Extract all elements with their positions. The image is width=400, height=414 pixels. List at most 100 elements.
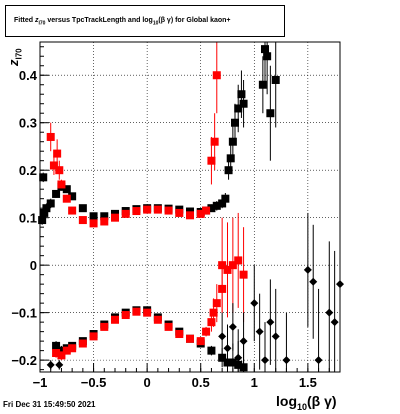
data-point-square — [143, 205, 152, 214]
data-point-diamond — [330, 318, 339, 327]
data-point-square — [62, 185, 71, 194]
data-point-square — [42, 204, 51, 213]
data-point-square — [266, 109, 275, 118]
data-point-square — [212, 299, 221, 308]
data-point-diamond — [271, 332, 280, 341]
data-point-square — [207, 318, 216, 327]
data-point-square — [57, 351, 66, 360]
data-point-diamond — [223, 344, 232, 353]
data-point-square — [57, 346, 66, 355]
data-point-diamond — [239, 337, 248, 346]
y-tick-label: 0.2 — [19, 163, 37, 178]
data-point-square — [202, 206, 211, 215]
data-point-square — [202, 327, 211, 336]
footer-timestamp: Fri Dec 31 15:49:50 2021 — [3, 400, 96, 409]
data-point-square — [111, 213, 119, 222]
data-point-square — [228, 358, 237, 367]
data-point-square — [62, 194, 71, 203]
data-point-diamond — [266, 318, 275, 327]
data-point-square — [271, 75, 280, 84]
data-point-square — [46, 199, 55, 208]
y-axis-label-main: z — [6, 59, 21, 67]
data-point-square — [153, 315, 162, 324]
data-point-square — [175, 330, 184, 339]
data-point-diamond — [55, 360, 64, 369]
data-point-square — [89, 212, 98, 221]
data-point-square — [231, 118, 239, 127]
data-point-square — [62, 346, 71, 355]
x-axis-label-main: log — [276, 393, 297, 409]
data-point-square — [89, 332, 98, 341]
data-point-diamond — [250, 299, 259, 308]
y-tick-label: 0.1 — [19, 211, 37, 226]
data-point-square — [239, 363, 248, 372]
data-point-square — [53, 149, 62, 158]
data-point-square — [164, 206, 173, 215]
data-point-square — [212, 71, 221, 80]
data-point-square — [121, 209, 130, 218]
data-point-square — [68, 344, 77, 353]
data-point-square — [228, 137, 237, 146]
data-point-square — [224, 166, 233, 175]
data-point-square — [153, 205, 162, 214]
data-point-square — [68, 192, 77, 201]
tick-layer — [39, 46, 341, 372]
data-point-square — [218, 261, 227, 270]
title-middle: versus TpcTrackLength and log — [45, 17, 153, 24]
data-point-square — [100, 322, 109, 331]
data-point-diamond — [228, 322, 237, 331]
data-point-diamond — [218, 332, 227, 341]
x-tick-label: 1 — [251, 375, 258, 390]
data-point-square — [121, 311, 130, 320]
data-point-square — [55, 166, 64, 175]
data-point-square — [164, 322, 173, 331]
data-point-diamond — [309, 277, 318, 286]
data-point-square — [228, 261, 237, 270]
y-tick-label: 0 — [30, 258, 37, 273]
title-suffix: (β γ) for Global kaon+ — [158, 17, 231, 24]
x-tick-label: 0.5 — [192, 375, 210, 390]
data-point-square — [207, 346, 216, 355]
data-point-square — [258, 80, 267, 89]
data-point-diamond — [282, 356, 291, 365]
data-point-square — [234, 256, 243, 265]
x-tick-label: −0.5 — [81, 375, 107, 390]
title-log-subscript: 10 — [152, 20, 159, 27]
data-point-square — [175, 208, 184, 217]
data-point-square — [239, 99, 248, 108]
data-point-square — [39, 173, 48, 182]
data-point-square — [221, 194, 230, 203]
y-tick-label: 0.3 — [19, 116, 37, 131]
data-point-square — [263, 52, 272, 61]
title-var-subscript: I70 — [38, 20, 46, 27]
data-point-square — [132, 307, 141, 316]
data-point-diamond — [303, 265, 312, 274]
data-point-square — [186, 211, 194, 220]
data-point-square — [196, 337, 205, 346]
data-point-square — [226, 154, 235, 163]
y-axis-label: zI70 — [6, 48, 24, 66]
x-tick-label: 0 — [144, 375, 151, 390]
data-point-diamond — [325, 308, 334, 317]
title-var: z — [35, 17, 39, 24]
data-point-diamond — [234, 353, 243, 362]
data-point-square — [196, 209, 205, 218]
data-point-square — [57, 180, 66, 189]
y-tick-label: 0.4 — [19, 68, 38, 83]
data-point-square — [210, 137, 219, 146]
data-point-square — [46, 132, 55, 141]
tick-label-layer: −1 −0.5 0 0.5 1 1.5 −0.2 −0.1 0 0.1 0.2 0.3 0.4 — [11, 68, 317, 390]
data-point-square — [218, 353, 227, 362]
x-axis-label-suffix: (β γ) — [307, 393, 337, 409]
data-point-square — [52, 341, 61, 350]
data-point-square — [49, 161, 58, 170]
data-point-square — [207, 204, 216, 213]
data-point-square — [186, 334, 194, 343]
data-point-square — [212, 201, 221, 210]
data-point-square — [89, 219, 98, 228]
data-point-square — [234, 104, 243, 113]
y-tick-label: −0.2 — [11, 353, 37, 368]
data-point-square — [207, 156, 216, 165]
